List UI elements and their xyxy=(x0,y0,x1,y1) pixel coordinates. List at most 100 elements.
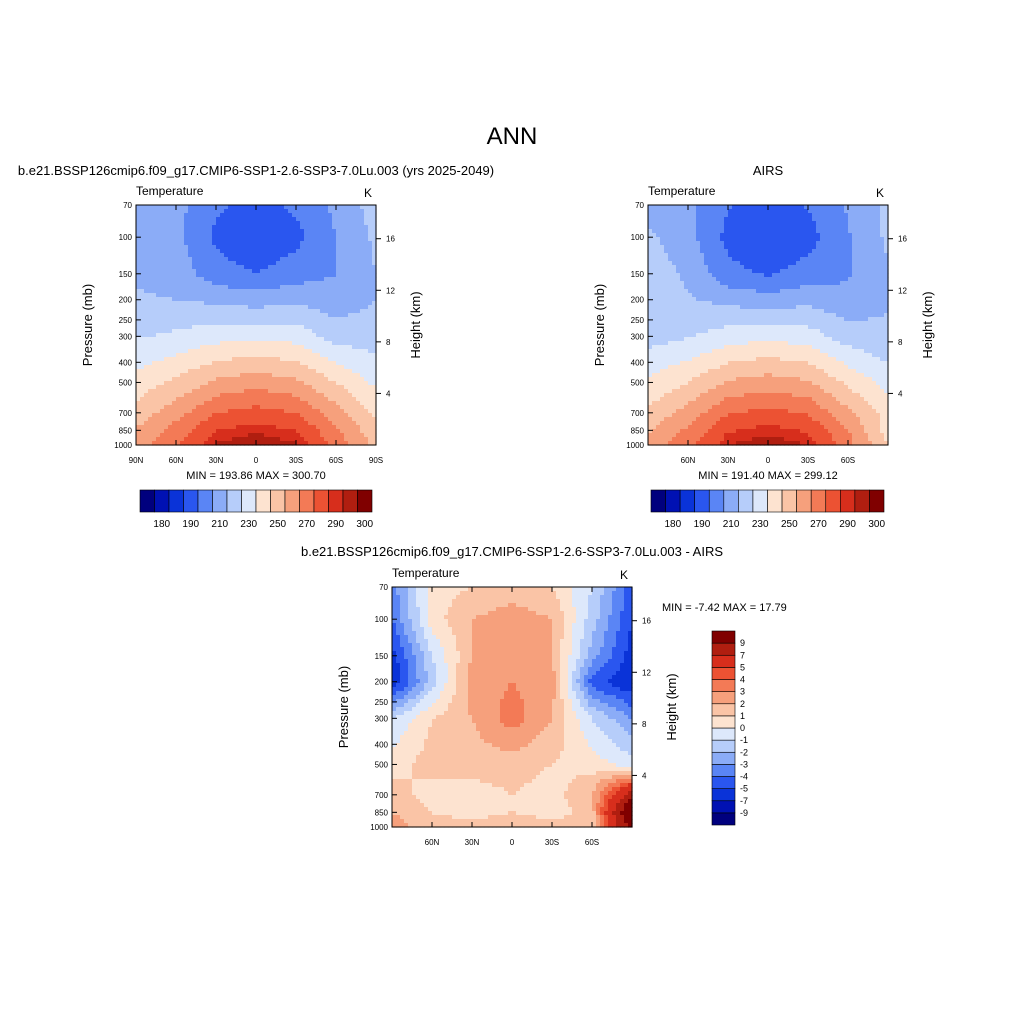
contour-cell xyxy=(360,325,365,330)
contour-cell xyxy=(220,213,225,218)
contour-cell xyxy=(700,237,705,242)
contour-cell xyxy=(656,281,661,286)
contour-cell xyxy=(260,373,265,378)
contour-cell xyxy=(244,217,249,222)
contour-cell xyxy=(344,361,349,366)
contour-cell xyxy=(212,417,217,422)
contour-cell xyxy=(224,205,229,210)
contour-cell xyxy=(268,217,273,222)
contour-cell xyxy=(316,329,321,334)
contour-cell xyxy=(792,277,797,282)
contour-cell xyxy=(148,341,153,346)
contour-cell xyxy=(264,385,269,390)
contour-cell xyxy=(196,325,201,330)
contour-cell xyxy=(352,357,357,362)
contour-cell xyxy=(660,241,665,246)
contour-cell xyxy=(168,225,173,230)
contour-cell xyxy=(152,293,157,298)
contour-cell xyxy=(152,433,157,438)
contour-cell xyxy=(176,241,181,246)
contour-cell xyxy=(208,293,213,298)
contour-cell xyxy=(840,205,845,210)
contour-cell xyxy=(316,249,321,254)
contour-cell xyxy=(812,233,817,238)
contour-cell xyxy=(228,321,233,326)
contour-cell xyxy=(216,433,221,438)
contour-cell xyxy=(228,305,233,310)
contour-cell xyxy=(352,241,357,246)
contour-cell xyxy=(328,377,333,382)
contour-cell xyxy=(728,221,733,226)
contour-cell xyxy=(312,325,317,330)
colorbar-swatch xyxy=(227,490,242,512)
contour-cell xyxy=(232,369,237,374)
contour-cell xyxy=(284,385,289,390)
contour-cell xyxy=(868,281,873,286)
contour-cell xyxy=(264,425,269,430)
contour-cell xyxy=(332,305,337,310)
contour-cell xyxy=(332,301,337,306)
contour-cell xyxy=(328,241,333,246)
y2-tick-label: 12 xyxy=(386,286,395,295)
contour-cell xyxy=(712,233,717,238)
contour-cell xyxy=(284,357,289,362)
contour-cell xyxy=(312,241,317,246)
contour-cell xyxy=(248,353,253,358)
contour-cell xyxy=(264,405,269,410)
contour-cell xyxy=(144,349,149,354)
contour-cell xyxy=(172,345,177,350)
contour-cell xyxy=(228,325,233,330)
contour-cell xyxy=(864,281,869,286)
contour-cell xyxy=(828,257,833,262)
contour-cell xyxy=(160,349,165,354)
contour-cell xyxy=(732,225,737,230)
contour-cell xyxy=(136,425,141,430)
contour-cell xyxy=(176,329,181,334)
contour-cell xyxy=(220,313,225,318)
contour-cell xyxy=(156,221,161,226)
contour-cell xyxy=(712,241,717,246)
contour-cell xyxy=(248,253,253,258)
contour-cell xyxy=(292,337,297,342)
contour-cell xyxy=(368,261,373,266)
contour-cell xyxy=(200,261,205,266)
contour-cell xyxy=(208,261,213,266)
contour-cell xyxy=(872,265,877,270)
contour-cell xyxy=(360,245,365,250)
contour-cell xyxy=(308,213,313,218)
contour-cell xyxy=(768,205,773,210)
contour-cell xyxy=(264,325,269,330)
contour-cell xyxy=(152,289,157,294)
contour-cell xyxy=(844,225,849,230)
contour-cell xyxy=(256,353,261,358)
contour-cell xyxy=(656,249,661,254)
contour-cell xyxy=(332,385,337,390)
contour-cell xyxy=(292,309,297,314)
contour-cell xyxy=(364,269,369,274)
contour-cell xyxy=(712,249,717,254)
contour-cell xyxy=(672,257,677,262)
contour-cell xyxy=(656,217,661,222)
contour-cell xyxy=(328,229,333,234)
contour-cell xyxy=(300,285,305,290)
contour-cell xyxy=(144,249,149,254)
contour-cell xyxy=(276,401,281,406)
contour-cell xyxy=(272,281,277,286)
contour-cell xyxy=(736,245,741,250)
contour-cell xyxy=(276,309,281,314)
contour-cell xyxy=(344,297,349,302)
contour-cell xyxy=(280,329,285,334)
contour-cell xyxy=(792,213,797,218)
contour-cell xyxy=(184,213,189,218)
contour-cell xyxy=(220,425,225,430)
contour-cell xyxy=(760,241,765,246)
contour-cell xyxy=(224,401,229,406)
contour-cell xyxy=(148,309,153,314)
contour-cell xyxy=(344,349,349,354)
contour-cell xyxy=(208,269,213,274)
contour-cell xyxy=(180,213,185,218)
contour-cell xyxy=(256,237,261,242)
contour-cell xyxy=(744,253,749,258)
contour-cell xyxy=(356,305,361,310)
contour-cell xyxy=(332,377,337,382)
